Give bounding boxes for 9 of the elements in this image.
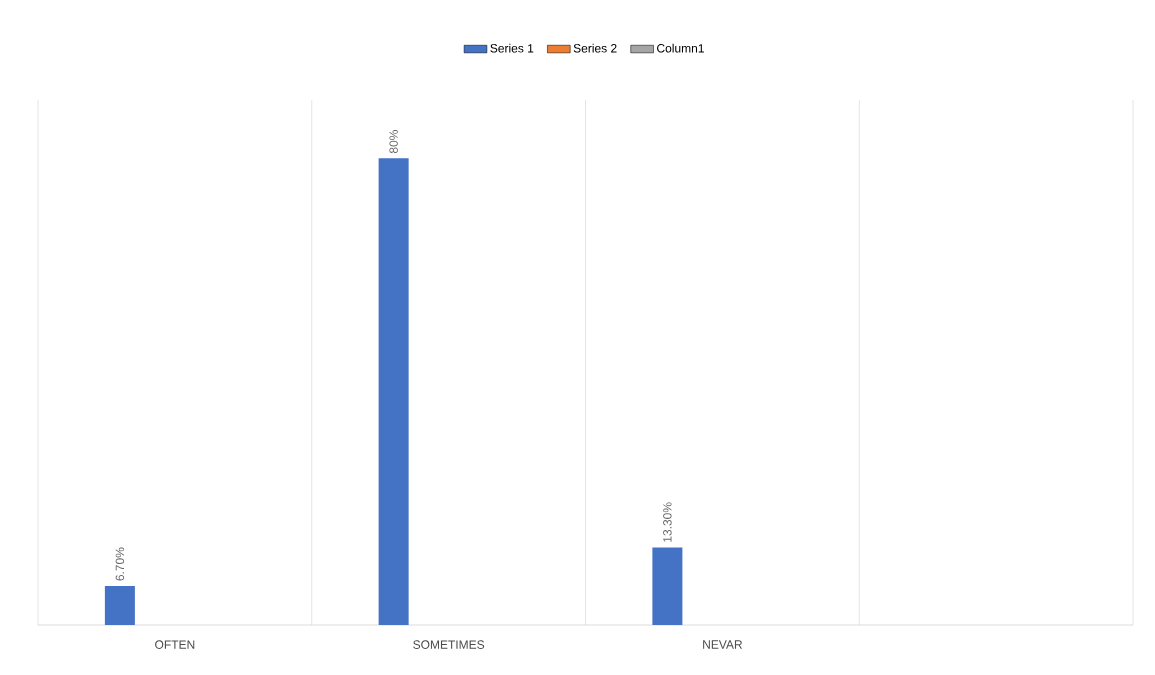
data-label: 13.30% (663, 502, 672, 542)
legend-label: Series 1 (490, 43, 534, 53)
legend-label: Series 2 (573, 43, 617, 53)
data-label: 80% (389, 130, 398, 154)
x-tick-label: NEVAR (703, 640, 743, 649)
legend-label: Column1 (657, 43, 704, 53)
x-tick-label: SOMETIMES (413, 640, 485, 649)
data-label: 6.70% (115, 547, 125, 581)
x-tick-label: OFTEN (155, 640, 195, 649)
